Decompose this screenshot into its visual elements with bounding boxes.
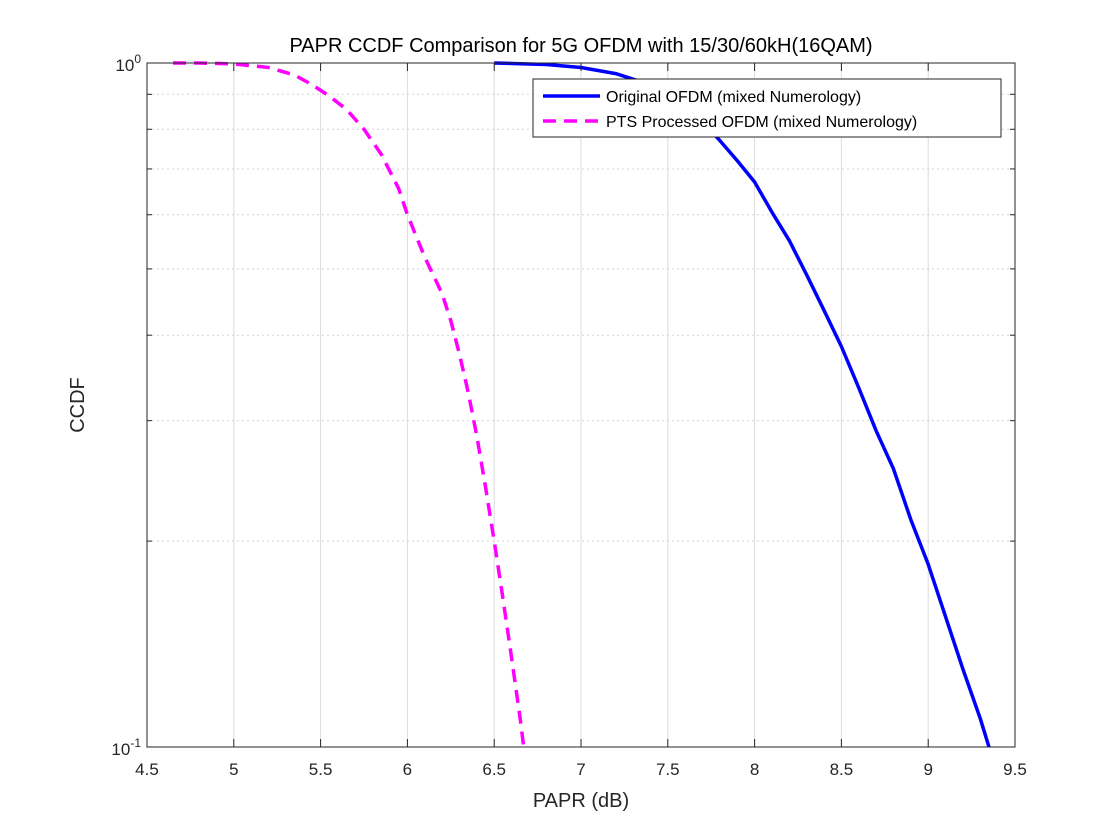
legend-label-pts: PTS Processed OFDM (mixed Numerology)	[606, 114, 917, 131]
x-tick-label: 8	[750, 760, 759, 779]
x-axis-label: PAPR (dB)	[533, 790, 629, 812]
x-tick-label: 7	[576, 760, 585, 779]
x-tick-label: 9.5	[1003, 760, 1027, 779]
legend-label-original: Original OFDM (mixed Numerology)	[606, 89, 861, 106]
legend-box	[532, 78, 1002, 138]
chart-title: PAPR CCDF Comparison for 5G OFDM with 15…	[289, 35, 872, 57]
y-axis-label: CCDF	[67, 377, 89, 433]
x-tick-label: 7.5	[656, 760, 680, 779]
grid-lines	[147, 63, 1015, 747]
x-tick-label: 6.5	[482, 760, 506, 779]
x-tick-label: 5.5	[309, 760, 333, 779]
x-tick-label: 5	[229, 760, 238, 779]
tick-labels: 4.5 5 5.5 6 6.5 7 7.5 8 8.5 9 9.5 100 10-1	[111, 52, 1026, 779]
x-tick-label: 8.5	[830, 760, 854, 779]
tick-marks	[146, 62, 1016, 748]
x-tick-label: 4.5	[135, 760, 159, 779]
series-line-pts	[173, 61, 526, 748]
x-tick-label: 9	[923, 760, 932, 779]
legend: Original OFDM (mixed Numerology) PTS Pro…	[532, 78, 1002, 138]
y-tick-label: 10-1	[111, 736, 141, 759]
y-tick-label: 100	[115, 52, 141, 75]
x-tick-label: 6	[403, 760, 412, 779]
